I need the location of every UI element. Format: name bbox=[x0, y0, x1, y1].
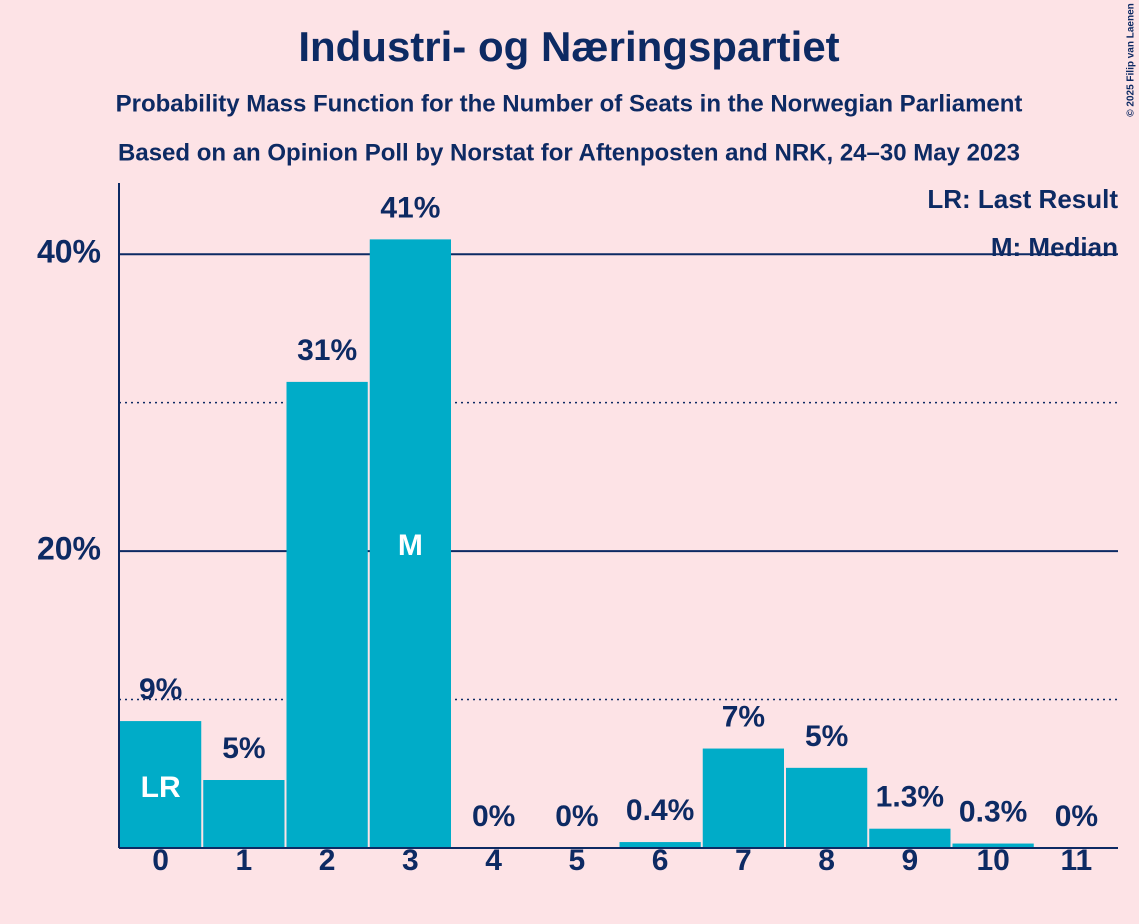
chart-title: Industri- og Næringspartiet bbox=[298, 23, 839, 70]
bar bbox=[619, 842, 701, 848]
value-label: 0% bbox=[472, 800, 515, 833]
bar-annotation: M bbox=[398, 529, 423, 562]
bar bbox=[203, 780, 285, 848]
bar bbox=[952, 843, 1034, 848]
x-tick-label: 11 bbox=[1061, 844, 1093, 877]
x-tick-label: 9 bbox=[902, 844, 919, 877]
bar bbox=[786, 767, 868, 848]
value-label: 0% bbox=[1055, 800, 1098, 833]
value-label: 9% bbox=[139, 673, 182, 706]
x-tick-label: 4 bbox=[485, 844, 502, 877]
x-tick-label: 8 bbox=[818, 844, 835, 877]
legend-entry: M: Median bbox=[991, 232, 1118, 262]
value-label: 0.4% bbox=[626, 794, 694, 827]
chart-subtitle: Probability Mass Function for the Number… bbox=[116, 90, 1023, 117]
x-tick-label: 5 bbox=[569, 844, 586, 877]
value-label: 1.3% bbox=[876, 781, 944, 814]
x-tick-label: 10 bbox=[976, 844, 1009, 877]
bar bbox=[702, 748, 784, 848]
bar-annotation: LR bbox=[141, 771, 181, 804]
value-label: 7% bbox=[722, 700, 765, 733]
value-label: 5% bbox=[805, 720, 848, 753]
copyright: © 2025 Filip van Laenen bbox=[1126, 3, 1137, 117]
chart-subtitle: Based on an Opinion Poll by Norstat for … bbox=[118, 139, 1020, 166]
value-label: 5% bbox=[222, 732, 265, 765]
x-tick-label: 1 bbox=[236, 844, 253, 877]
y-tick-label: 40% bbox=[37, 234, 101, 270]
value-label: 41% bbox=[380, 191, 440, 224]
bar bbox=[869, 828, 951, 848]
legend-entry: LR: Last Result bbox=[927, 184, 1118, 214]
value-label: 31% bbox=[297, 334, 357, 367]
x-tick-label: 0 bbox=[152, 844, 169, 877]
x-tick-label: 3 bbox=[402, 844, 419, 877]
x-tick-label: 6 bbox=[652, 844, 669, 877]
bar bbox=[369, 239, 451, 848]
value-label: 0% bbox=[555, 800, 598, 833]
value-label: 0.3% bbox=[959, 795, 1027, 828]
bar bbox=[120, 721, 202, 848]
x-tick-label: 2 bbox=[319, 844, 336, 877]
x-tick-label: 7 bbox=[735, 844, 752, 877]
y-tick-label: 20% bbox=[37, 531, 101, 567]
bar bbox=[286, 381, 368, 848]
